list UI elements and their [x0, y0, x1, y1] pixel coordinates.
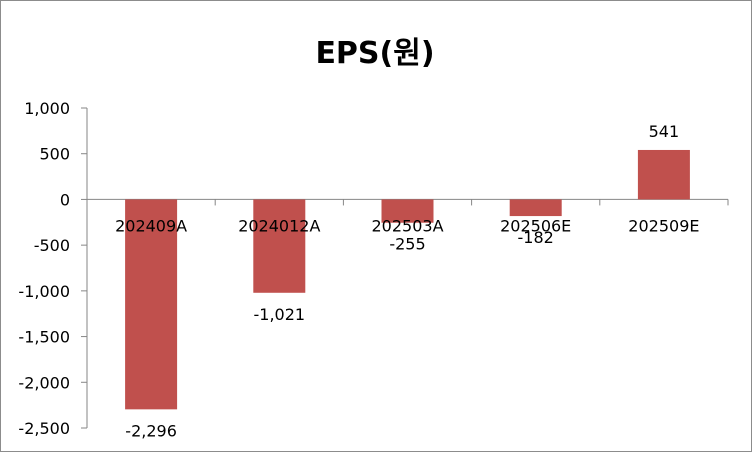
- x-category-label: 202409A: [115, 216, 187, 235]
- x-category-label: 202506E: [500, 216, 571, 235]
- y-tick-label: 1,000: [24, 99, 70, 118]
- y-tick-label: -500: [34, 236, 70, 255]
- y-tick-label: 500: [39, 145, 70, 164]
- data-label: -255: [389, 235, 425, 254]
- x-category-label: 2024012A: [238, 216, 320, 235]
- y-tick-label: -2,500: [18, 419, 70, 438]
- data-label: -182: [518, 228, 554, 247]
- chart-title: EPS(원): [315, 36, 435, 71]
- data-label: -2,296: [125, 421, 177, 440]
- y-tick-label: -1,000: [18, 282, 70, 301]
- data-label: 541: [649, 122, 680, 141]
- y-tick-label: -1,500: [18, 328, 70, 347]
- bar: [381, 199, 434, 223]
- bar: [125, 199, 178, 410]
- bar: [253, 199, 306, 293]
- bar: [509, 199, 562, 217]
- x-category-label: 202503A: [371, 216, 443, 235]
- y-tick-label: -2,000: [18, 373, 70, 392]
- x-category-label: 202509E: [628, 216, 699, 235]
- data-label: -1,021: [254, 305, 306, 324]
- bar: [637, 149, 690, 200]
- y-tick-label: 0: [60, 190, 70, 209]
